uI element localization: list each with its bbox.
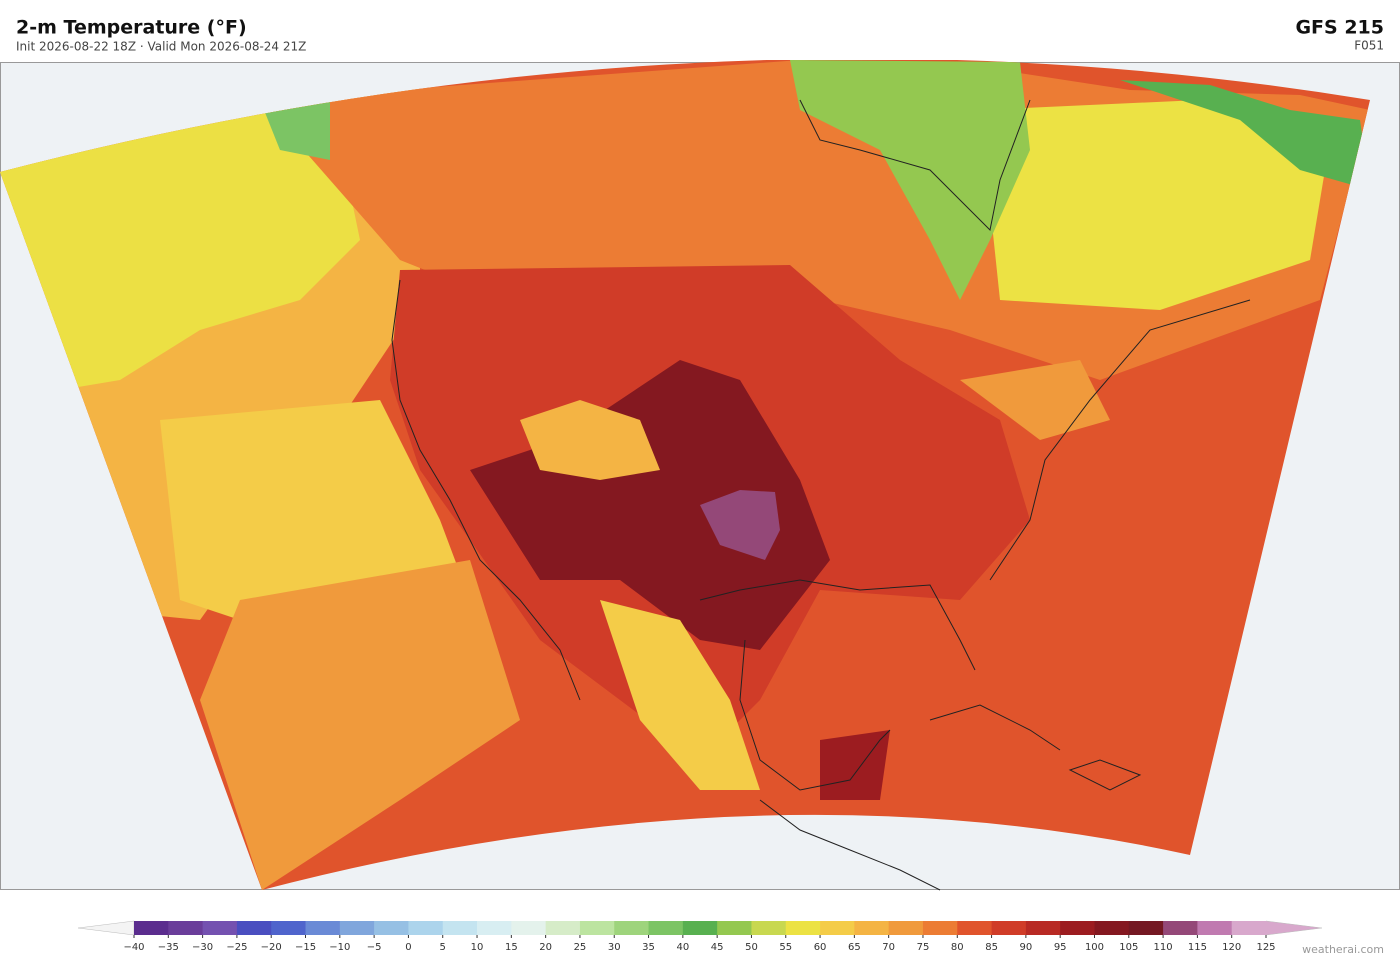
color-swatch bbox=[202, 921, 238, 935]
tick-label: 100 bbox=[1085, 942, 1104, 953]
tick-label: 65 bbox=[848, 942, 861, 953]
tick-label: 50 bbox=[745, 942, 758, 953]
color-swatch bbox=[888, 921, 924, 935]
coastline bbox=[391, 279, 581, 701]
coastline bbox=[759, 799, 941, 891]
tick-label: 30 bbox=[608, 942, 621, 953]
temperature-field bbox=[0, 60, 1370, 890]
tick-label: 115 bbox=[1188, 942, 1207, 953]
tick-label: 20 bbox=[539, 942, 552, 953]
coastline bbox=[799, 99, 1031, 232]
color-swatch bbox=[236, 921, 272, 935]
coastlines bbox=[391, 99, 1251, 891]
color-swatch bbox=[1094, 921, 1130, 935]
tick-label: 80 bbox=[951, 942, 964, 953]
coastline bbox=[929, 704, 1061, 751]
tick-label: 90 bbox=[1020, 942, 1033, 953]
coastline bbox=[1068, 759, 1142, 791]
tick-label: −25 bbox=[226, 942, 247, 953]
color-swatch bbox=[751, 921, 787, 935]
color-swatch bbox=[922, 921, 958, 935]
tick-label: −10 bbox=[329, 942, 350, 953]
color-swatch bbox=[511, 921, 547, 935]
color-swatch bbox=[682, 921, 718, 935]
color-swatch bbox=[1197, 921, 1233, 935]
tick-label: 110 bbox=[1154, 942, 1173, 953]
color-swatch bbox=[1025, 921, 1061, 935]
tick-label: 15 bbox=[505, 942, 518, 953]
tick-label: 55 bbox=[779, 942, 792, 953]
color-swatch bbox=[1231, 921, 1267, 935]
colorbar-arrow-high bbox=[1265, 920, 1323, 936]
model-label: GFS 215 bbox=[1295, 17, 1384, 39]
color-swatch bbox=[820, 921, 855, 935]
color-swatch bbox=[168, 921, 204, 935]
colorbar-arrow-low bbox=[77, 920, 135, 936]
watermark: weatherai.com bbox=[1302, 943, 1384, 956]
tick-label: −20 bbox=[261, 942, 282, 953]
color-swatch bbox=[545, 921, 581, 935]
color-swatch bbox=[785, 921, 821, 935]
tick-label: 125 bbox=[1256, 942, 1275, 953]
tick-label: −40 bbox=[123, 942, 144, 953]
map bbox=[0, 60, 1400, 891]
tick-label: 25 bbox=[574, 942, 587, 953]
tick-label: 105 bbox=[1119, 942, 1138, 953]
color-swatch bbox=[579, 921, 615, 935]
title: 2-m Temperature (°F) bbox=[16, 17, 247, 39]
tick-label: −5 bbox=[367, 942, 382, 953]
tick-label: 45 bbox=[711, 942, 724, 953]
color-swatch bbox=[991, 921, 1027, 935]
color-swatch bbox=[477, 921, 512, 935]
coastline bbox=[699, 579, 976, 671]
color-swatch bbox=[614, 921, 650, 935]
tick-label: 10 bbox=[471, 942, 484, 953]
coastline bbox=[739, 639, 891, 791]
tick-label: 120 bbox=[1222, 942, 1241, 953]
tick-label: 85 bbox=[985, 942, 998, 953]
color-swatch bbox=[271, 921, 307, 935]
color-swatch bbox=[717, 921, 752, 935]
tick-label: 60 bbox=[814, 942, 827, 953]
tick-label: 5 bbox=[440, 942, 446, 953]
color-swatch bbox=[854, 921, 890, 935]
color-swatch bbox=[408, 921, 444, 935]
tick-label: 35 bbox=[642, 942, 655, 953]
coastline bbox=[989, 299, 1251, 581]
color-swatch bbox=[1163, 921, 1198, 935]
tick-label: 0 bbox=[405, 942, 411, 953]
tick-label: 75 bbox=[917, 942, 930, 953]
color-swatch bbox=[1060, 921, 1095, 935]
tick-label: −15 bbox=[295, 942, 316, 953]
color-swatch bbox=[339, 921, 375, 935]
color-swatch bbox=[442, 921, 478, 935]
forecast-hour: F051 bbox=[1354, 39, 1384, 53]
colorbar: −40 −35 −30 −25 −20 −15 −10 −5 0 5 10 15 20 25 30 35 40 4… bbox=[77, 920, 1323, 953]
tick-label: 70 bbox=[882, 942, 895, 953]
color-swatch bbox=[957, 921, 993, 935]
color-swatch bbox=[1128, 921, 1164, 935]
tick-label: −35 bbox=[158, 942, 179, 953]
color-swatch bbox=[305, 921, 341, 935]
subtitle: Init 2026-08-22 18Z · Valid Mon 2026-08-… bbox=[16, 40, 306, 54]
color-swatch bbox=[134, 921, 169, 935]
tick-label: 40 bbox=[676, 942, 689, 953]
color-swatch bbox=[648, 921, 684, 935]
tick-label: −30 bbox=[192, 942, 213, 953]
tick-label: 95 bbox=[1054, 942, 1067, 953]
color-swatch bbox=[374, 921, 409, 935]
